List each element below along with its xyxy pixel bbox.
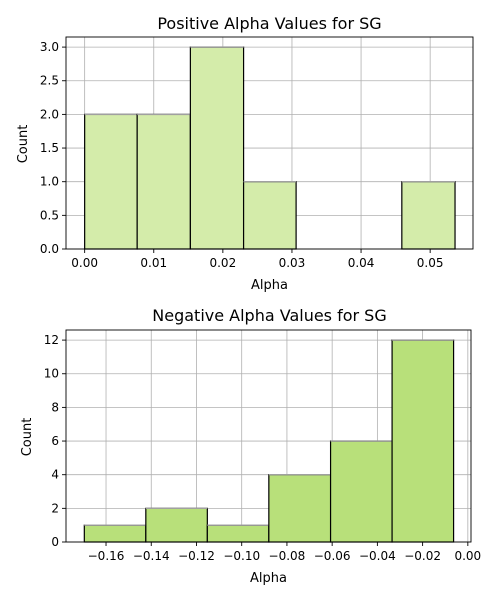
y-tick-label: 1.5 — [40, 141, 59, 155]
y-ticks: 0 2 4 6 8 10 12 — [44, 333, 66, 549]
y-tick-label: 0.0 — [40, 242, 59, 256]
x-axis-label: Alpha — [250, 571, 287, 586]
y-tick-label: 12 — [44, 333, 59, 347]
x-axis-label: Alpha — [251, 278, 288, 293]
chart-title: Negative Alpha Values for SG — [152, 306, 386, 325]
x-tick-label: −0.02 — [404, 549, 441, 563]
chart-title: Positive Alpha Values for SG — [157, 14, 381, 33]
x-tick-label: 0.03 — [279, 256, 306, 270]
x-tick-label: −0.16 — [88, 549, 125, 563]
x-tick-label: −0.08 — [269, 549, 306, 563]
x-tick-label: 0.00 — [454, 549, 481, 563]
axes — [65, 329, 472, 543]
y-tick-label: 2 — [51, 501, 59, 515]
chart-positive-alpha: Positive Alpha Values for SG 0.00 0.01 0.0… — [16, 14, 474, 293]
chart-negative-alpha: Negative Alpha Values for SG −0.16 −0.14−… — [20, 306, 481, 586]
x-tick-label: 0.00 — [71, 256, 98, 270]
histogram-bar — [136, 113, 191, 250]
y-tick-label: 2.5 — [40, 74, 59, 88]
y-tick-label: 4 — [51, 468, 59, 482]
x-tick-label: −0.12 — [178, 549, 215, 563]
histogram-bar — [391, 339, 455, 543]
x-tick-label: 0.02 — [209, 256, 236, 270]
y-tick-label: 10 — [44, 367, 59, 381]
x-tick-label: −0.06 — [314, 549, 351, 563]
histogram-bars — [84, 46, 456, 250]
histogram-bar — [242, 181, 297, 250]
y-tick-label: 0.5 — [40, 208, 59, 222]
y-axis-label: Count — [20, 418, 35, 457]
axes — [65, 36, 474, 250]
histogram-bar — [206, 524, 270, 543]
y-tick-label: 0 — [51, 535, 59, 549]
y-tick-label: 2.0 — [40, 107, 59, 121]
histogram-bar — [401, 181, 456, 250]
y-tick-label: 6 — [51, 434, 59, 448]
plot-frame — [65, 329, 472, 543]
x-tick-label: −0.04 — [359, 549, 396, 563]
x-ticks: 0.00 0.01 0.02 0.03 0.04 0.05 — [71, 249, 444, 270]
histogram-bar — [268, 474, 332, 543]
histogram-bar — [145, 507, 208, 543]
x-tick-label: −0.14 — [133, 549, 170, 563]
x-tick-label: 0.01 — [140, 256, 167, 270]
x-tick-label: −0.10 — [223, 549, 260, 563]
x-ticks: −0.16 −0.14 −0.12 −0.10 −0.08 −0.06 −0.04 −0.02… — [88, 542, 481, 563]
plot-frame — [65, 36, 474, 250]
histogram-bar — [83, 524, 147, 543]
histogram-bar — [189, 46, 245, 250]
x-tick-label: 0.04 — [348, 256, 375, 270]
histogram-bar — [84, 113, 138, 250]
y-axis-label: Count — [16, 125, 31, 164]
histogram-bar — [329, 440, 393, 543]
y-tick-label: 1.0 — [40, 175, 59, 189]
y-tick-label: 3.0 — [40, 40, 59, 54]
x-tick-label: 0.05 — [417, 256, 444, 270]
histogram-bars — [83, 339, 455, 543]
y-tick-label: 8 — [51, 400, 59, 414]
y-ticks: 0.0 0.5 1.0 1.5 2.0 2.5 3.0 — [40, 40, 66, 256]
